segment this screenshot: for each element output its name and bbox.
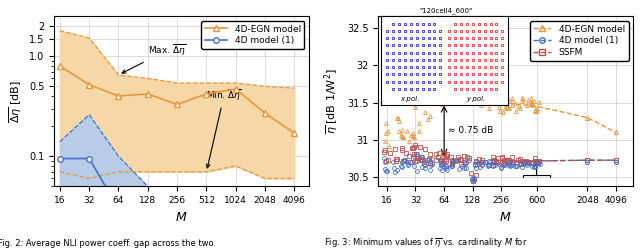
Legend: 4D-EGN model, 4D model (1): 4D-EGN model, 4D model (1) — [201, 21, 305, 49]
Legend: 4D-EGN model, 4D model (1), SSFM: 4D-EGN model, 4D model (1), SSFM — [530, 21, 628, 61]
Y-axis label: $\overline{\Delta\eta}$ [dB]: $\overline{\Delta\eta}$ [dB] — [7, 80, 24, 123]
Text: Max. $\overline{\Delta\eta}$: Max. $\overline{\Delta\eta}$ — [122, 43, 186, 73]
Text: ≈ 0.75 dB: ≈ 0.75 dB — [449, 126, 493, 135]
X-axis label: $M$: $M$ — [175, 211, 188, 224]
X-axis label: $M$: $M$ — [499, 211, 512, 224]
Text: Min. $\overline{\Delta\eta}$: Min. $\overline{\Delta\eta}$ — [206, 87, 242, 168]
Text: Fig. 3: Minimum values of $\overline{\eta}$ vs. cardinality $M$ for: Fig. 3: Minimum values of $\overline{\et… — [324, 236, 527, 248]
Text: Fig. 2: Average NLI power coeff. gap across the two: Fig. 2: Average NLI power coeff. gap acr… — [0, 239, 213, 248]
Y-axis label: $\overline{\eta}$ [dB 1/W$^2$]: $\overline{\eta}$ [dB 1/W$^2$] — [323, 68, 341, 134]
